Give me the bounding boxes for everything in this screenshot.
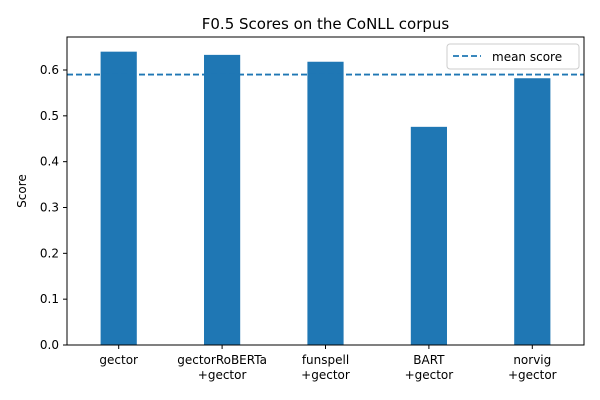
y-tick-label-3: 0.3 [40,201,59,215]
axes-group: 0.0 0.1 0.2 0.3 0.4 0.5 0.6 gector gectorRoBERTa… [40,36,585,382]
bar-2 [307,61,344,345]
x-tick-label-1: gectorRoBERTa +gector [177,353,267,382]
legend-label: mean score [492,50,562,64]
legend-box [446,43,580,70]
bar-1 [204,54,241,345]
x-tick-label-2: funspell +gector [301,353,350,382]
y-axis-label: Score [15,174,29,208]
legend: mean score [446,43,580,70]
bars-group [100,51,551,346]
x-tick-label-0: gector [99,353,138,367]
bar-4 [514,78,551,345]
bar-0 [100,51,137,346]
y-tick-label-6: 0.6 [40,63,59,77]
x-tick-label-4: norvig +gector [508,353,557,382]
y-tick-label-5: 0.5 [40,109,59,123]
y-tick-label-2: 0.2 [40,246,59,260]
y-tick-label-1: 0.1 [40,292,59,306]
y-tick-label-4: 0.4 [40,155,59,169]
chart-title: F0.5 Scores on the CoNLL corpus [202,15,450,33]
y-tick-label-0: 0.0 [40,338,59,352]
x-tick-label-3: BART +gector [405,353,454,382]
bar-3 [410,126,447,345]
